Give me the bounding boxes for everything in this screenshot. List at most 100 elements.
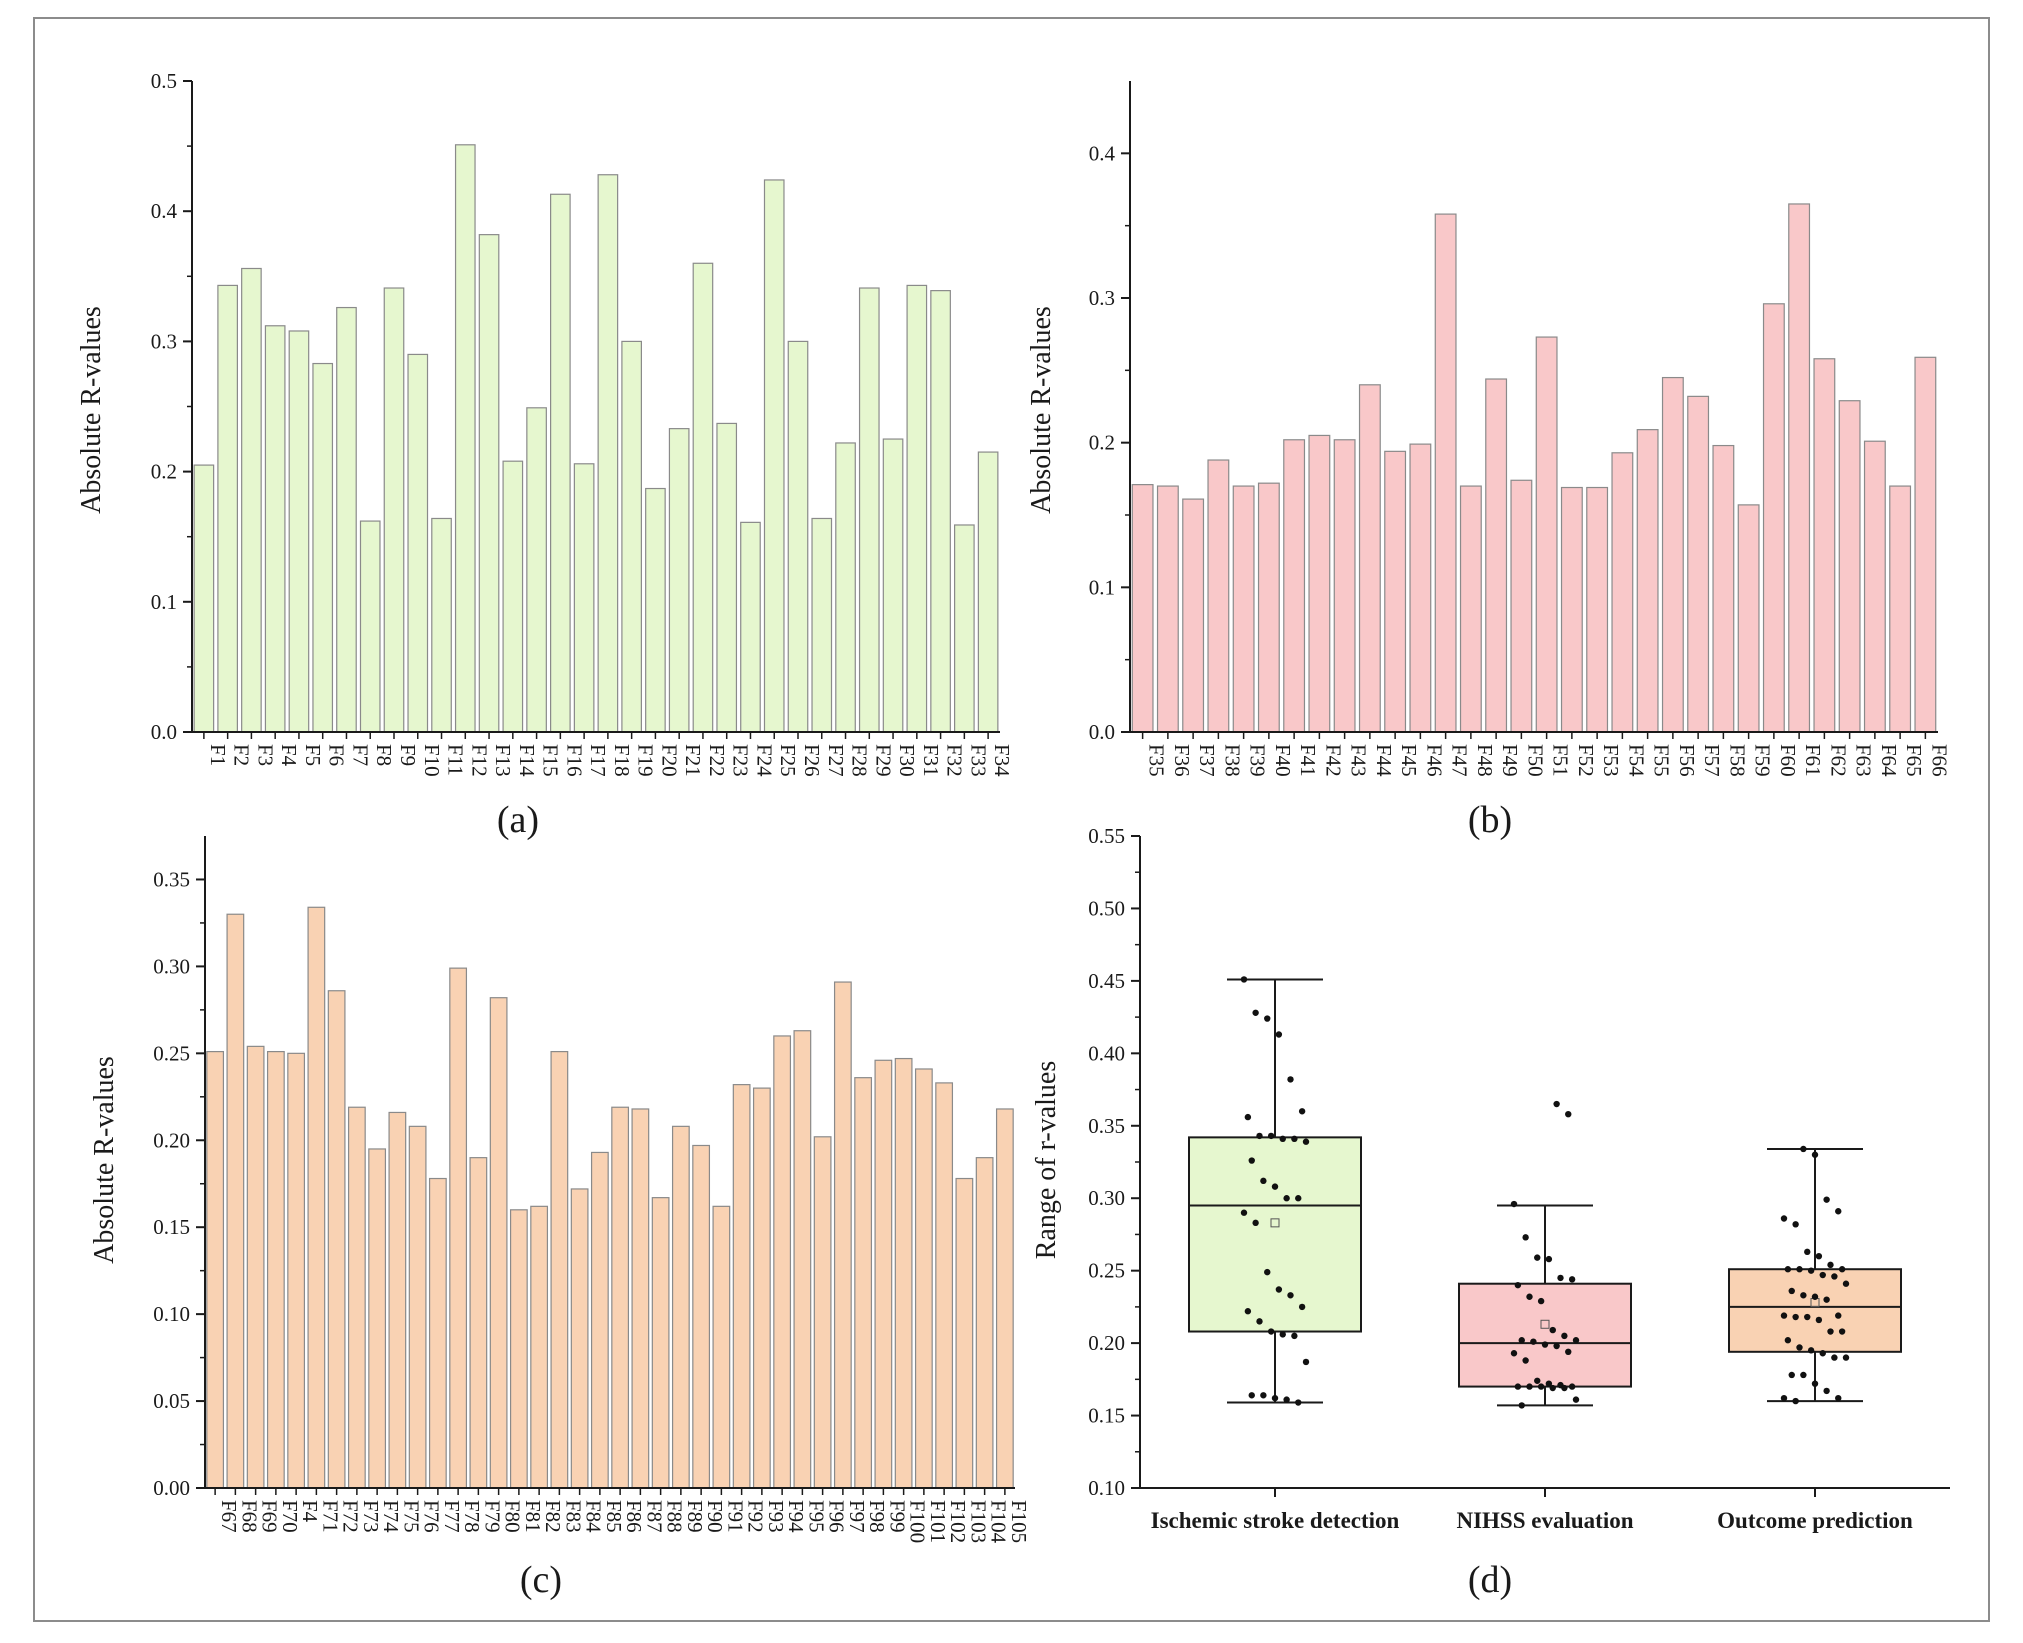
bar-F26: [787, 340, 809, 733]
bar-F4: [264, 325, 286, 733]
data-point: [1827, 1261, 1834, 1269]
x-tick-label: F18: [610, 744, 634, 777]
bar-F38: [1207, 459, 1230, 733]
y-tick-label: 0.3: [151, 329, 177, 353]
data-point: [1823, 1296, 1830, 1303]
x-tick-label: F49: [1498, 744, 1522, 777]
x-tick-label: F73: [359, 1500, 383, 1533]
bar-F52: [1560, 486, 1583, 733]
bar-F72: [327, 990, 346, 1489]
x-tick-label: F88: [663, 1500, 687, 1533]
data-point: [1298, 1108, 1306, 1115]
data-point: [1287, 1292, 1294, 1299]
x-tick-label: F13: [491, 744, 515, 777]
x-tick-label: F14: [515, 744, 539, 777]
data-point: [1819, 1350, 1826, 1357]
bar-F94: [773, 1035, 792, 1489]
data-point: [1792, 1313, 1799, 1321]
bar-F34: [977, 451, 999, 733]
mean-marker: [1270, 1218, 1280, 1228]
data-point: [1807, 1267, 1815, 1274]
x-tick-label: F19: [634, 744, 658, 777]
x-tick-label: F64: [1877, 744, 1901, 777]
data-point: [1514, 1383, 1522, 1390]
data-point: [1248, 1157, 1255, 1164]
y-tick-label: 0.05: [153, 1389, 190, 1413]
bar-F77: [428, 1177, 447, 1489]
x-tick-label: F70: [278, 1500, 302, 1533]
y-tick-label: 0.20: [153, 1128, 190, 1152]
x-tick-label: F22: [705, 744, 729, 777]
data-point: [1244, 1113, 1252, 1121]
data-point: [1811, 1293, 1819, 1300]
bar-F91: [712, 1205, 731, 1489]
data-point: [1264, 1015, 1271, 1022]
data-point: [1295, 1399, 1302, 1406]
x-tick-label: F93: [764, 1500, 788, 1533]
x-tick-label: F72: [339, 1500, 363, 1533]
panel-3-boxes: Ischemic stroke detection NIHSS evaluatio…: [1151, 976, 1913, 1533]
x-tick-label: F55: [1650, 744, 1674, 777]
x-tick-label: F32: [943, 744, 967, 777]
x-tick-label: F67: [217, 1500, 241, 1533]
panel-label: (c): [520, 1559, 562, 1601]
data-point: [1240, 976, 1248, 983]
bar-F20: [645, 487, 666, 733]
x-tick-label: F1: [206, 744, 230, 766]
x-tick-label: F58: [1725, 744, 1749, 777]
category-label: Ischemic stroke detection: [1151, 1508, 1400, 1533]
bar-F28: [835, 442, 856, 733]
data-point: [1291, 1135, 1298, 1143]
bar-F25: [763, 179, 785, 733]
x-tick-label: F4: [298, 1500, 322, 1523]
x-tick-label: F91: [723, 1500, 747, 1533]
bar-F51: [1535, 336, 1558, 733]
bar-F47: [1434, 213, 1457, 733]
y-tick-label: 0.1: [151, 590, 177, 614]
bar-F86: [611, 1106, 630, 1489]
category-label: Outcome prediction: [1717, 1508, 1913, 1533]
x-tick-label: F62: [1826, 744, 1850, 777]
data-point: [1510, 1200, 1518, 1208]
y-tick-label: 0.4: [1089, 141, 1116, 165]
y-tick-label: 0.10: [153, 1302, 190, 1326]
x-tick-label: F81: [521, 1500, 545, 1533]
bar-F84: [570, 1188, 589, 1489]
bar-F81: [509, 1209, 528, 1489]
bar-F74: [368, 1148, 387, 1489]
x-tick-label: F44: [1372, 744, 1396, 777]
y-tick-label: 0.15: [1088, 1404, 1125, 1428]
bar-F2: [217, 284, 238, 733]
data-point: [1788, 1371, 1795, 1379]
panel-label: (d): [1468, 1559, 1512, 1601]
bar-F82: [530, 1205, 549, 1489]
bar-F56: [1661, 376, 1684, 733]
data-point: [1780, 1215, 1788, 1222]
data-point: [1561, 1384, 1568, 1392]
data-point: [1561, 1332, 1568, 1340]
x-tick-label: F79: [480, 1500, 504, 1533]
bar-F104: [975, 1157, 994, 1489]
bar-F3: [241, 267, 262, 733]
x-tick-label: F77: [440, 1500, 464, 1533]
bar-F40: [1257, 482, 1280, 733]
data-point: [1518, 1402, 1525, 1409]
data-point: [1780, 1312, 1788, 1319]
bar-F80: [489, 997, 508, 1489]
bar-F35: [1131, 484, 1154, 733]
data-point: [1534, 1254, 1541, 1261]
x-tick-label: F8: [372, 744, 396, 766]
bar-F14: [502, 460, 524, 733]
data-point: [1526, 1293, 1533, 1300]
bar-F97: [833, 981, 852, 1489]
x-tick-label: F97: [845, 1500, 869, 1533]
data-point: [1248, 1392, 1255, 1399]
bar-F46: [1409, 443, 1432, 733]
y-tick-label: 0.2: [151, 460, 177, 484]
x-tick-label: F65: [1902, 744, 1926, 777]
y-tick-label: 0.0: [151, 720, 177, 744]
y-tick-label: 0.45: [1088, 969, 1125, 993]
bar-F8: [359, 520, 381, 733]
bar-F58: [1712, 444, 1735, 733]
box-2: [1728, 1268, 1902, 1353]
